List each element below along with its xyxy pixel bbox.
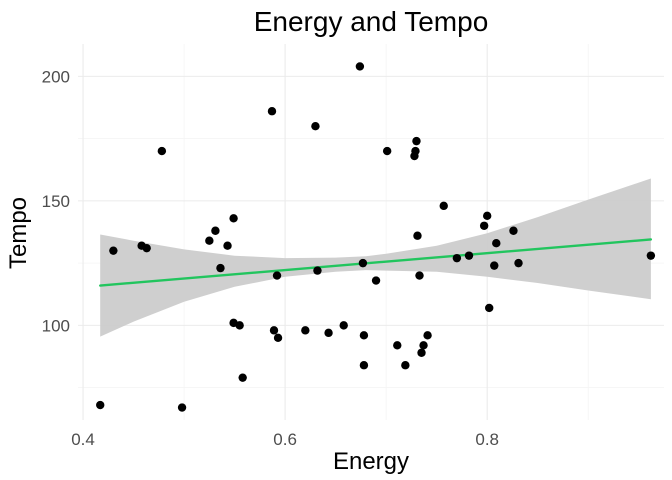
confidence-band (100, 178, 651, 337)
tick-labels: 0.4 0.6 0.8 100 150 200 (42, 67, 499, 449)
data-point (415, 271, 424, 280)
data-point (177, 403, 187, 412)
data-point (423, 331, 432, 340)
data-point (339, 321, 348, 330)
x-tick-label: 0.8 (475, 430, 499, 449)
data-point (412, 136, 421, 146)
y-tick-label: 100 (42, 316, 70, 335)
data-point (492, 239, 501, 248)
data-point (482, 211, 492, 221)
points-layer (96, 62, 656, 412)
confidence-band-layer (100, 178, 651, 337)
data-point (355, 62, 365, 71)
data-point (514, 258, 523, 268)
data-point (272, 271, 282, 280)
data-point (359, 361, 369, 370)
y-axis-title: Tempo (5, 197, 32, 269)
data-point (229, 214, 238, 223)
data-point (464, 251, 474, 260)
data-point (401, 361, 410, 370)
chart-title: Energy and Tempo (254, 6, 489, 37)
data-point (324, 328, 333, 338)
data-point (417, 348, 426, 357)
data-point (238, 373, 247, 382)
data-point (358, 258, 368, 268)
y-tick-label: 150 (42, 192, 70, 211)
data-point (452, 253, 462, 263)
fit-line-layer (99, 238, 653, 287)
y-tick-label: 200 (42, 67, 70, 86)
data-point (142, 243, 151, 253)
data-point (216, 263, 225, 273)
data-point (382, 146, 392, 156)
data-point (311, 121, 320, 131)
data-point (419, 341, 428, 350)
data-point (269, 326, 279, 335)
data-point (109, 246, 118, 255)
data-point (411, 146, 420, 156)
major-gridlines (78, 44, 664, 420)
data-point (393, 341, 402, 350)
data-point (235, 321, 244, 330)
x-tick-label: 0.4 (71, 430, 95, 449)
data-point (211, 226, 220, 235)
data-point (439, 201, 448, 211)
data-point (485, 303, 494, 313)
data-point (371, 276, 381, 285)
data-point (490, 261, 499, 270)
data-point (273, 333, 283, 343)
data-point (413, 231, 422, 240)
data-point (509, 226, 518, 235)
data-point (96, 400, 105, 410)
regression-line (99, 238, 653, 287)
x-axis-title: Energy (333, 448, 409, 475)
data-point (301, 326, 310, 335)
data-point (646, 251, 656, 260)
data-point (313, 266, 322, 275)
x-tick-label: 0.6 (273, 430, 297, 449)
data-point (479, 221, 489, 230)
data-point (267, 107, 277, 116)
data-point (205, 236, 214, 245)
data-point (223, 241, 232, 250)
data-point (157, 146, 167, 156)
data-point (359, 331, 369, 340)
